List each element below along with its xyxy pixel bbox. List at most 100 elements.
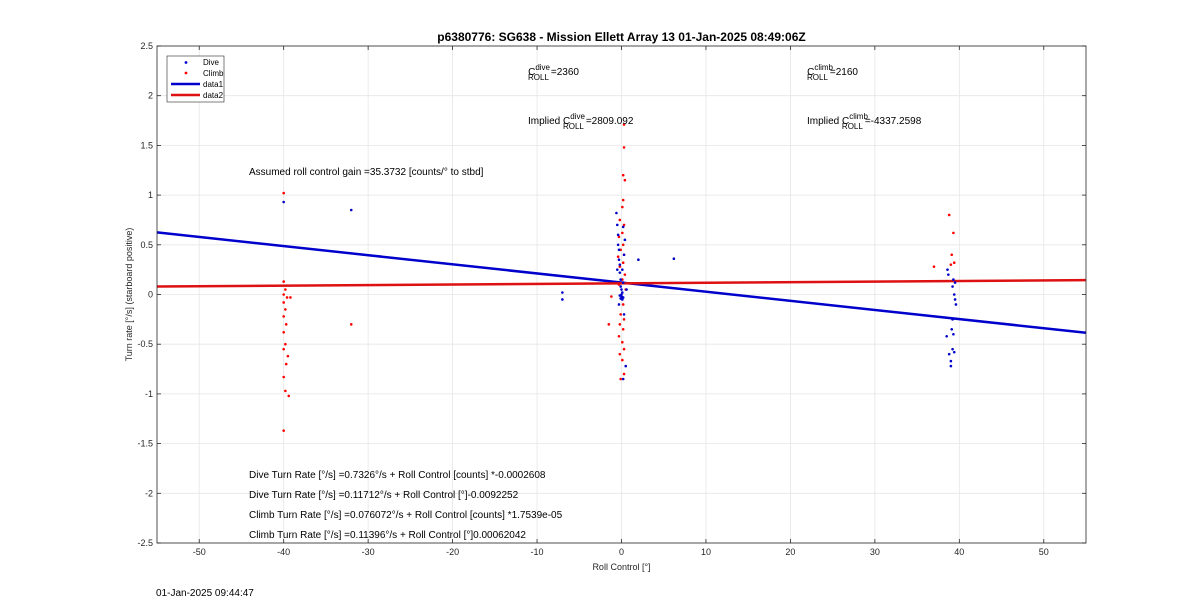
dive-point xyxy=(952,278,955,281)
dive-point xyxy=(951,318,954,321)
climb-point xyxy=(282,280,285,283)
y-tick-label: -2 xyxy=(145,488,153,498)
climb-point xyxy=(282,301,285,304)
dive-point xyxy=(947,352,951,356)
dive-point xyxy=(953,298,957,301)
dive-point xyxy=(622,253,626,257)
dive-point xyxy=(616,233,620,237)
dive-point xyxy=(623,238,627,242)
legend-dive-marker xyxy=(184,61,188,64)
c-roll-climb-annotation: Cclimb ROLL =2160 xyxy=(807,63,858,82)
dive-point xyxy=(618,294,622,297)
climb-point xyxy=(952,231,955,235)
climb-point xyxy=(622,347,626,351)
dive-point xyxy=(621,225,625,229)
x-tick-label: 0 xyxy=(619,547,624,557)
climb-point xyxy=(623,273,627,276)
dive-point xyxy=(622,313,626,316)
climb-point xyxy=(949,263,953,266)
climb-point xyxy=(282,347,285,351)
y-tick-label: -1.5 xyxy=(137,439,153,449)
fit-lines xyxy=(156,231,1087,335)
dive-point xyxy=(615,268,619,271)
dive-point xyxy=(617,248,621,252)
c-roll-dive-annotation: Cdive ROLL =2360 xyxy=(528,63,579,82)
x-tick-label: -30 xyxy=(362,547,375,557)
climb-point xyxy=(618,218,622,222)
climb-point xyxy=(284,308,287,311)
dive-point xyxy=(617,303,621,306)
climb-point xyxy=(284,323,288,326)
climb-point xyxy=(284,362,288,366)
climb-point xyxy=(607,323,611,326)
dive-point xyxy=(282,200,285,204)
climb-point xyxy=(622,223,626,227)
dive-point xyxy=(952,350,956,354)
climb-point xyxy=(619,313,622,316)
climb-point xyxy=(623,178,627,182)
climb-point xyxy=(610,295,613,298)
dive-point xyxy=(615,211,618,215)
climb-point xyxy=(621,198,625,202)
fit-dive-degrees: Dive Turn Rate [°/s] =0.11712°/s + Roll … xyxy=(249,490,519,501)
fit-dive-counts: Dive Turn Rate [°/s] =0.7326°/s + Roll C… xyxy=(249,470,546,481)
dive-point xyxy=(618,263,622,266)
dive-point xyxy=(616,243,620,247)
legend-data1-label: data1 xyxy=(203,80,224,89)
legend-climb-marker xyxy=(184,71,188,75)
y-axis-label: Turn rate [°/s] (starboard positive) xyxy=(124,228,134,362)
x-tick-label: -20 xyxy=(446,547,459,557)
dive-point xyxy=(949,359,953,363)
implied-c-roll-dive-annotation: Implied Cdive ROLL =2809.092 xyxy=(528,112,634,131)
climb-point xyxy=(618,352,622,356)
dive-point xyxy=(637,258,640,262)
climb-point xyxy=(618,323,622,326)
climb-point xyxy=(282,330,285,334)
dive-point xyxy=(615,223,619,227)
y-tick-label: 0.5 xyxy=(140,240,153,250)
data-points xyxy=(282,123,958,432)
climb-point xyxy=(621,231,624,235)
legend-climb-label: Climb xyxy=(203,69,224,78)
chart-title: p6380776: SG638 - Mission Ellett Array 1… xyxy=(437,30,805,44)
dive-point xyxy=(952,332,955,336)
dive-point xyxy=(952,293,956,296)
climb-point xyxy=(622,146,626,149)
climb-point xyxy=(932,265,936,268)
x-tick-label: 10 xyxy=(701,547,711,557)
roll-gain-annotation: Assumed roll control gain =35.3732 [coun… xyxy=(249,167,484,178)
dive-point xyxy=(951,347,954,351)
legend-dive-label: Dive xyxy=(203,58,220,67)
climb-point xyxy=(282,429,285,432)
climb-point xyxy=(617,283,621,286)
climb-point xyxy=(621,340,624,344)
fit-climb-degrees: Climb Turn Rate [°/s] =0.11396°/s + Roll… xyxy=(249,530,526,541)
fit-line-data2 xyxy=(156,278,1087,288)
dive-point xyxy=(951,285,954,288)
climb-point xyxy=(349,323,353,326)
dive-point xyxy=(618,271,622,274)
x-tick-label: -10 xyxy=(531,547,544,557)
climb-point xyxy=(282,293,285,296)
climb-point xyxy=(289,296,292,299)
climb-point xyxy=(285,296,289,299)
fit-climb-counts: Climb Turn Rate [°/s] =0.076072°/s + Rol… xyxy=(249,510,563,521)
climb-point xyxy=(616,255,620,259)
climb-point xyxy=(287,394,291,398)
x-tick-label: 40 xyxy=(954,547,964,557)
dive-point xyxy=(620,288,623,291)
dive-point xyxy=(950,327,954,331)
dive-point xyxy=(619,278,622,281)
climb-point xyxy=(282,375,285,379)
x-tick-label: 50 xyxy=(1039,547,1049,557)
climb-point xyxy=(617,235,621,239)
climb-point xyxy=(284,342,287,346)
dive-point xyxy=(947,273,950,276)
dive-point xyxy=(624,364,628,368)
dive-point xyxy=(621,296,625,299)
x-tick-label: 30 xyxy=(870,547,880,557)
x-axis-label: Roll Control [°] xyxy=(592,562,650,572)
y-tick-label: -1 xyxy=(145,389,153,399)
y-tick-label: -0.5 xyxy=(137,339,153,349)
